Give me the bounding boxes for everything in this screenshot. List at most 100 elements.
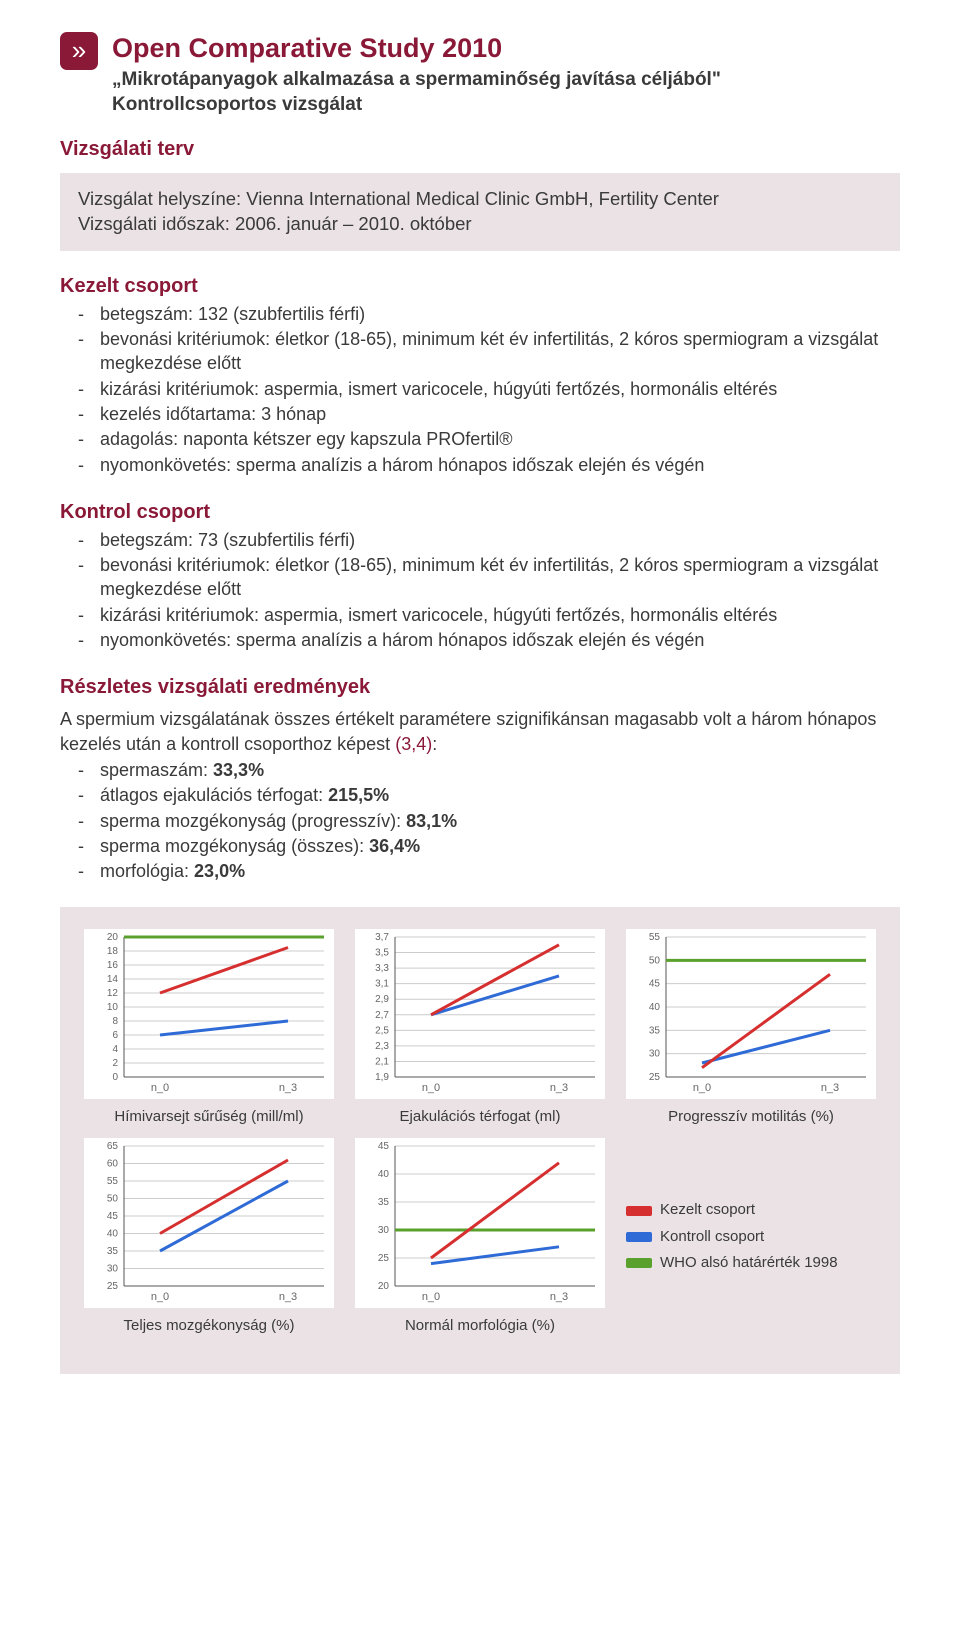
charts-panel: 02468101214161820n_0n_3Hímivarsejt sűrűs… xyxy=(60,907,900,1374)
list-item: sperma mozgékonyság (progresszív): 83,1% xyxy=(100,809,900,833)
svg-text:30: 30 xyxy=(107,1263,119,1274)
results-list: spermaszám: 33,3%átlagos ejakulációs tér… xyxy=(60,758,900,883)
svg-text:4: 4 xyxy=(112,1044,118,1055)
list-item: kizárási kritériumok: aspermia, ismert v… xyxy=(100,603,900,627)
svg-text:6: 6 xyxy=(112,1030,118,1041)
svg-text:n_0: n_0 xyxy=(151,1291,169,1303)
svg-text:2,1: 2,1 xyxy=(375,1057,389,1068)
results-title: Részletes vizsgálati eredmények xyxy=(60,674,900,701)
chart-cell: 25303540455055n_0n_3Progresszív motilitá… xyxy=(626,929,876,1127)
control-group-list: betegszám: 73 (szubfertilis férfi)bevoná… xyxy=(60,528,900,652)
chart-caption: Normál morfológia (%) xyxy=(405,1316,555,1336)
svg-text:2,5: 2,5 xyxy=(375,1026,389,1037)
svg-text:40: 40 xyxy=(649,1002,661,1013)
svg-text:18: 18 xyxy=(107,946,119,957)
results-intro: A spermium vizsgálatának összes értékelt… xyxy=(60,707,900,756)
svg-text:n_3: n_3 xyxy=(550,1082,568,1094)
study-period: Vizsgálati időszak: 2006. január – 2010.… xyxy=(78,212,882,237)
svg-text:55: 55 xyxy=(649,932,661,943)
results-intro-text: A spermium vizsgálatának összes értékelt… xyxy=(60,709,876,753)
svg-text:25: 25 xyxy=(649,1072,661,1083)
list-item: morfológia: 23,0% xyxy=(100,859,900,883)
svg-text:3,1: 3,1 xyxy=(375,979,389,990)
svg-text:25: 25 xyxy=(378,1253,390,1264)
chart-cell: 202530354045n_0n_3Normál morfológia (%) xyxy=(355,1138,605,1336)
svg-text:n_3: n_3 xyxy=(550,1291,568,1303)
svg-text:3,7: 3,7 xyxy=(375,932,389,943)
svg-text:60: 60 xyxy=(107,1158,119,1169)
svg-text:3,3: 3,3 xyxy=(375,964,389,975)
study-plan-label: Vizsgálati terv xyxy=(60,136,900,163)
legend-swatch xyxy=(626,1232,652,1242)
svg-text:n_3: n_3 xyxy=(279,1082,297,1094)
header: » Open Comparative Study 2010 „Mikrotápa… xyxy=(60,30,900,118)
chart-row-2: 25 30 35 40 45 50 55 60 65 n_0 n_3 Teljes mozgékony… xyxy=(84,1138,876,1336)
list-item: bevonási kritériumok: életkor (18-65), m… xyxy=(100,327,900,376)
svg-text:2: 2 xyxy=(112,1058,118,1069)
subtitle-line-1: „Mikrotápanyagok alkalmazása a spermamin… xyxy=(112,68,721,93)
svg-text:40: 40 xyxy=(378,1169,390,1180)
svg-text:2,3: 2,3 xyxy=(375,1041,389,1052)
legend-swatch xyxy=(626,1258,652,1268)
svg-text:3,5: 3,5 xyxy=(375,948,389,959)
svg-text:16: 16 xyxy=(107,960,119,971)
legend-label: Kezelt csoport xyxy=(660,1200,755,1220)
legend-label: Kontroll csoport xyxy=(660,1227,764,1247)
chart-caption: Ejakulációs térfogat (ml) xyxy=(400,1107,561,1127)
svg-text:10: 10 xyxy=(107,1002,119,1013)
svg-text:50: 50 xyxy=(649,956,661,967)
list-item: bevonási kritériumok: életkor (18-65), m… xyxy=(100,553,900,602)
treated-group-list: betegszám: 132 (szubfertilis férfi)bevon… xyxy=(60,302,900,477)
list-item: betegszám: 132 (szubfertilis férfi) xyxy=(100,302,900,326)
svg-text:12: 12 xyxy=(107,988,119,999)
svg-text:1,9: 1,9 xyxy=(375,1072,389,1083)
svg-text:35: 35 xyxy=(107,1246,119,1257)
svg-text:45: 45 xyxy=(107,1211,119,1222)
chart-cell: 02468101214161820n_0n_3Hímivarsejt sűrűs… xyxy=(84,929,334,1127)
study-info-box: Vizsgálat helyszíne: Vienna Internationa… xyxy=(60,173,900,251)
legend-label: WHO alsó határérték 1998 xyxy=(660,1253,838,1273)
svg-text:50: 50 xyxy=(107,1193,119,1204)
list-item: spermaszám: 33,3% xyxy=(100,758,900,782)
header-text: Open Comparative Study 2010 „Mikrotápany… xyxy=(112,30,721,118)
legend-item: Kontroll csoport xyxy=(626,1227,876,1247)
chart-caption: Teljes mozgékonyság (%) xyxy=(124,1316,295,1336)
treated-group-title: Kezelt csoport xyxy=(60,273,900,300)
legend-item: WHO alsó határérték 1998 xyxy=(626,1253,876,1273)
svg-text:n_3: n_3 xyxy=(821,1082,839,1094)
results-colon: : xyxy=(432,734,437,754)
chart-row-1: 02468101214161820n_0n_3Hímivarsejt sűrűs… xyxy=(84,929,876,1127)
svg-text:40: 40 xyxy=(107,1228,119,1239)
chevron-badge-icon: » xyxy=(60,32,98,70)
svg-text:20: 20 xyxy=(107,932,119,943)
svg-text:30: 30 xyxy=(378,1225,390,1236)
svg-text:55: 55 xyxy=(107,1176,119,1187)
svg-text:0: 0 xyxy=(112,1072,118,1083)
svg-text:65: 65 xyxy=(107,1141,119,1152)
subtitle-line-2: Kontrollcsoportos vizsgálat xyxy=(112,93,721,118)
svg-text:2,9: 2,9 xyxy=(375,995,389,1006)
list-item: kezelés időtartama: 3 hónap xyxy=(100,402,900,426)
legend-swatch xyxy=(626,1206,652,1216)
legend-item: Kezelt csoport xyxy=(626,1200,876,1220)
svg-text:n_0: n_0 xyxy=(693,1082,711,1094)
list-item: sperma mozgékonyság (összes): 36,4% xyxy=(100,834,900,858)
results-reference: (3,4) xyxy=(395,734,432,754)
list-item: nyomonkövetés: sperma analízis a három h… xyxy=(100,628,900,652)
svg-text:n_0: n_0 xyxy=(422,1291,440,1303)
study-location: Vizsgálat helyszíne: Vienna Internationa… xyxy=(78,187,882,212)
svg-text:35: 35 xyxy=(649,1026,661,1037)
svg-text:n_0: n_0 xyxy=(151,1082,169,1094)
list-item: nyomonkövetés: sperma analízis a három h… xyxy=(100,453,900,477)
svg-text:2,7: 2,7 xyxy=(375,1010,389,1021)
svg-text:n_0: n_0 xyxy=(422,1082,440,1094)
svg-text:14: 14 xyxy=(107,974,119,985)
svg-text:30: 30 xyxy=(649,1049,661,1060)
svg-text:35: 35 xyxy=(378,1197,390,1208)
chart-caption: Progresszív motilitás (%) xyxy=(668,1107,834,1127)
list-item: kizárási kritériumok: aspermia, ismert v… xyxy=(100,377,900,401)
chart-legend: Kezelt csoport Kontroll csoport WHO alsó h… xyxy=(626,1138,876,1336)
svg-text:8: 8 xyxy=(112,1016,118,1027)
chart-cell: 1,9 2,1 2,3 2,5 2,7 2,9 3,1 3,3 3,5 3,7 n_0 n_3 Ejak… xyxy=(355,929,605,1127)
list-item: betegszám: 73 (szubfertilis férfi) xyxy=(100,528,900,552)
